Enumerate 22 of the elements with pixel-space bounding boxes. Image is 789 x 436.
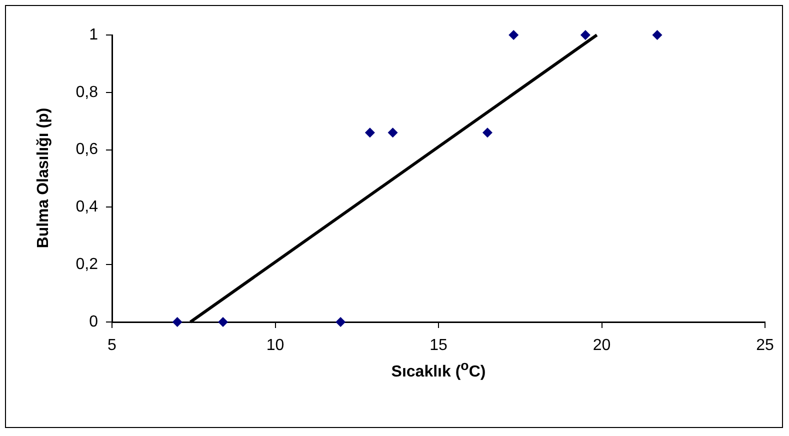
y-tick-label: 0,8 (76, 84, 98, 101)
y-tick-label: 0 (89, 313, 98, 330)
x-tick-label: 25 (756, 337, 774, 354)
point (364, 128, 375, 138)
x-tick-label: 5 (108, 337, 117, 354)
point (482, 128, 492, 138)
y-tick-label: 1 (89, 26, 98, 44)
y-axis-title: Bulma Olasılığı (p) (35, 108, 53, 248)
point (388, 128, 398, 138)
point (580, 30, 590, 40)
point (336, 317, 346, 327)
y-tick-label: 0,2 (76, 256, 98, 274)
point (218, 317, 228, 327)
x-axis-title: Sıcaklık ($^{o}$C) (390, 358, 487, 382)
y-tick-label: 0,4 (76, 198, 98, 216)
y-tick-label: 0,6 (76, 141, 98, 158)
x-tick-label: 10 (266, 337, 284, 354)
x-tick-label: 15 (430, 337, 448, 354)
point (508, 30, 519, 40)
point (172, 317, 182, 327)
point (652, 30, 662, 40)
x-tick-label: 20 (592, 337, 611, 354)
